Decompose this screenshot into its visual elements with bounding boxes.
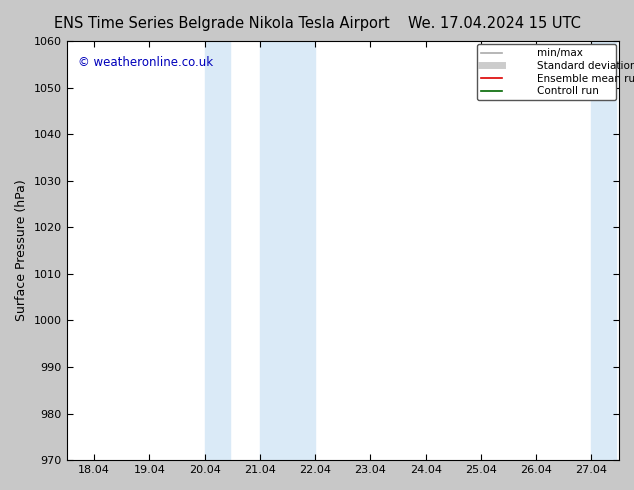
Text: ENS Time Series Belgrade Nikola Tesla Airport: ENS Time Series Belgrade Nikola Tesla Ai… bbox=[54, 16, 390, 31]
Bar bbox=[592, 41, 616, 460]
Bar bbox=[260, 41, 315, 460]
Bar bbox=[205, 41, 230, 460]
Bar bbox=[624, 41, 634, 460]
Legend: min/max, Standard deviation, Ensemble mean run, Controll run: min/max, Standard deviation, Ensemble me… bbox=[477, 44, 616, 100]
Text: © weatheronline.co.uk: © weatheronline.co.uk bbox=[77, 56, 213, 69]
Text: We. 17.04.2024 15 UTC: We. 17.04.2024 15 UTC bbox=[408, 16, 581, 31]
Y-axis label: Surface Pressure (hPa): Surface Pressure (hPa) bbox=[15, 180, 28, 321]
